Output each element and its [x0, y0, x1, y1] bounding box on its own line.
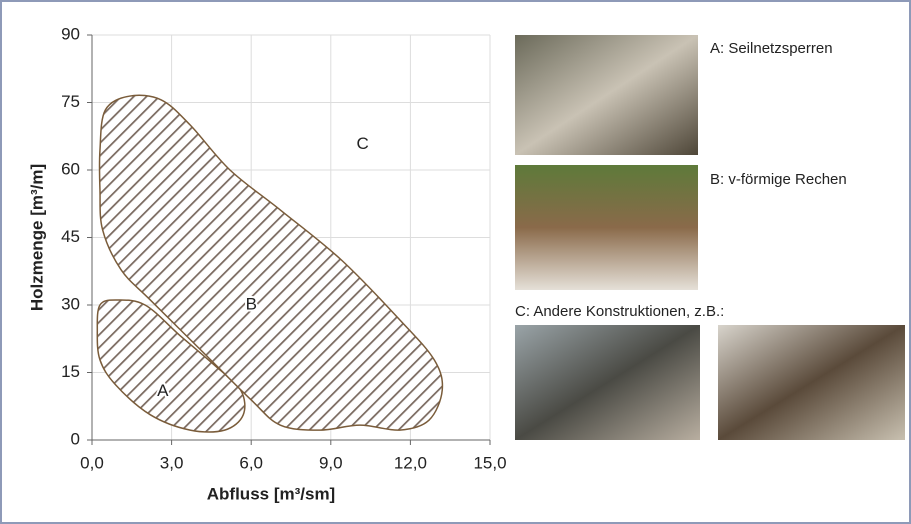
photo-c1 — [515, 325, 700, 440]
y-tick-label: 45 — [61, 227, 80, 246]
photo-a — [515, 35, 698, 155]
region — [98, 94, 444, 431]
photo-caption: A: Seilnetzsperren — [710, 40, 833, 57]
region — [96, 299, 246, 433]
x-tick-label: 9,0 — [319, 453, 343, 472]
region-label: B — [246, 295, 257, 314]
y-tick-label: 75 — [61, 92, 80, 111]
y-tick-label: 30 — [61, 294, 80, 313]
region-label: A — [157, 381, 169, 400]
x-tick-label: 12,0 — [394, 453, 427, 472]
x-tick-label: 6,0 — [239, 453, 263, 472]
photo-b — [515, 165, 698, 290]
x-tick-label: 3,0 — [160, 453, 184, 472]
y-tick-label: 90 — [61, 24, 80, 43]
y-tick-label: 60 — [61, 159, 80, 178]
y-tick-label: 0 — [71, 429, 80, 448]
y-axis-title: Holzmenge [m³/m] — [27, 164, 46, 311]
photo-caption: C: Andere Konstruktionen, z.B.: — [515, 303, 724, 320]
photo-c2 — [718, 325, 905, 440]
y-tick-label: 15 — [61, 362, 80, 381]
x-tick-label: 15,0 — [473, 453, 506, 472]
photo-caption: B: v-förmige Rechen — [710, 171, 847, 188]
x-tick-label: 0,0 — [80, 453, 104, 472]
x-axis-title: Abfluss [m³/sm] — [207, 484, 335, 503]
annotation: C — [356, 134, 368, 153]
